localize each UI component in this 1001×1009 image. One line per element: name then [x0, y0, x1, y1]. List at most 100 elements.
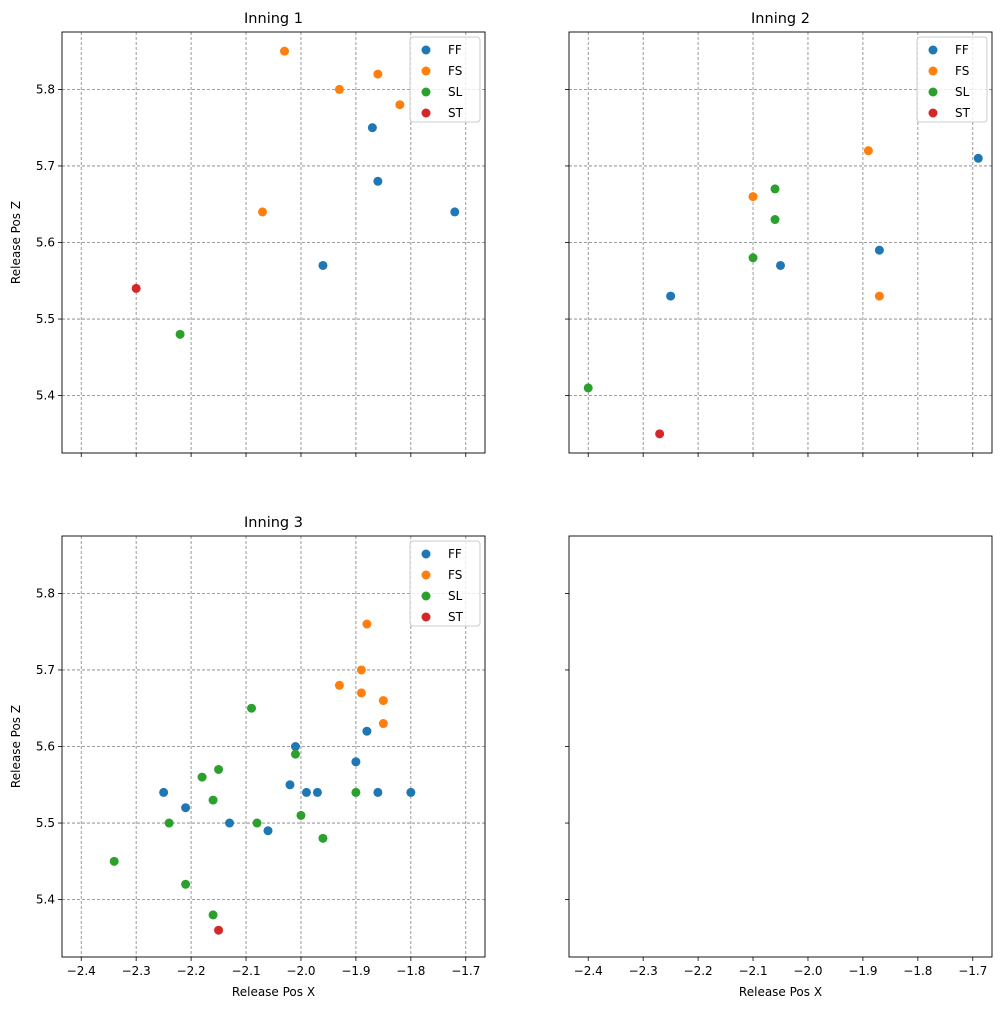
- y-tick-label: 5.7: [36, 159, 55, 173]
- data-point: [159, 787, 169, 797]
- legend-marker: [421, 570, 431, 580]
- subplot-title: Inning 2: [751, 11, 810, 27]
- subplot-title: Inning 3: [244, 515, 303, 531]
- legend-marker: [928, 45, 938, 55]
- legend-label: FS: [448, 568, 462, 582]
- data-point: [263, 826, 273, 836]
- x-axis-label: Release Pos X: [739, 985, 822, 999]
- legend-marker: [928, 66, 938, 76]
- x-tick-label: −1.8: [396, 964, 425, 978]
- data-point: [362, 619, 372, 629]
- y-tick-label: 5.5: [36, 312, 55, 326]
- legend-marker: [421, 549, 431, 559]
- x-tick-label: −1.9: [341, 964, 370, 978]
- legend-marker: [928, 87, 938, 97]
- data-point: [312, 787, 322, 797]
- y-tick-label: 5.6: [36, 236, 55, 250]
- data-point: [874, 245, 884, 255]
- x-tick-label: −2.3: [122, 964, 151, 978]
- legend-box: [409, 540, 481, 627]
- legend: FF FS SL ST: [916, 36, 988, 123]
- legend-marker: [421, 45, 431, 55]
- data-point: [225, 818, 235, 828]
- data-point: [770, 184, 780, 194]
- data-point: [258, 207, 268, 217]
- legend-marker: [421, 612, 431, 622]
- subplot-title: Inning 1: [244, 11, 303, 27]
- axes-frame: [61, 31, 486, 454]
- subplot-2: Inning 2 FF FS SL ST: [565, 11, 993, 457]
- data-point: [175, 329, 185, 339]
- data-point: [279, 46, 289, 56]
- legend-label: FF: [448, 43, 462, 57]
- data-point: [373, 69, 383, 79]
- series-FF: [666, 153, 983, 301]
- legend-label: FS: [448, 64, 462, 78]
- data-point: [285, 780, 295, 790]
- legend: FF FS SL ST: [409, 36, 481, 123]
- series-FS: [748, 146, 884, 301]
- data-point: [214, 925, 224, 935]
- y-tick-label: 5.8: [36, 82, 55, 96]
- data-point: [334, 680, 344, 690]
- subplots: 5.4 5.5 5.6 5.7 5.8 Inning 1 Release Pos Z FF FS…: [9, 11, 993, 999]
- data-point: [181, 803, 191, 813]
- data-point: [164, 818, 174, 828]
- series-ST: [655, 429, 665, 439]
- data-point: [351, 757, 361, 767]
- axes-frame: [61, 535, 486, 958]
- x-tick-label: −2.3: [629, 964, 658, 978]
- y-axis-label: Release Pos Z: [9, 201, 23, 284]
- y-tick-label: 5.4: [36, 389, 55, 403]
- legend-label: ST: [448, 106, 464, 120]
- series-ST: [214, 925, 224, 935]
- data-point: [373, 176, 383, 186]
- y-tick-label: 5.6: [36, 740, 55, 754]
- legend-label: FF: [448, 547, 462, 561]
- data-point: [109, 856, 119, 866]
- axes-frame: [568, 535, 993, 958]
- data-point: [973, 153, 983, 163]
- series-SL: [175, 329, 185, 339]
- data-point: [450, 207, 460, 217]
- series-FS: [258, 46, 405, 217]
- series-FS: [334, 619, 388, 729]
- data-point: [290, 749, 300, 759]
- data-point: [214, 764, 224, 774]
- legend-label: SL: [448, 85, 463, 99]
- x-axis-label: Release Pos X: [232, 985, 315, 999]
- x-tick-label: −1.7: [451, 964, 480, 978]
- legend-marker: [928, 108, 938, 118]
- legend-marker: [421, 66, 431, 76]
- legend-label: SL: [955, 85, 970, 99]
- x-tick-label: −2.0: [793, 964, 822, 978]
- data-point: [356, 688, 366, 698]
- series-FF: [318, 123, 460, 270]
- data-point: [181, 879, 191, 889]
- data-point: [318, 833, 328, 843]
- y-axis-label: Release Pos Z: [9, 705, 23, 788]
- data-point: [406, 787, 416, 797]
- data-point: [874, 291, 884, 301]
- data-point: [131, 283, 141, 293]
- axes-frame: [568, 31, 993, 454]
- data-point: [318, 260, 328, 270]
- data-point: [748, 253, 758, 263]
- data-point: [748, 192, 758, 202]
- legend-box: [409, 36, 481, 123]
- data-point: [373, 787, 383, 797]
- data-point: [301, 787, 311, 797]
- data-point: [208, 795, 218, 805]
- x-tick-label: −2.2: [684, 964, 713, 978]
- data-point: [395, 100, 405, 110]
- data-point: [776, 260, 785, 270]
- x-tick-label: −1.7: [958, 964, 987, 978]
- data-point: [378, 696, 388, 706]
- x-tick-label: −2.1: [231, 964, 260, 978]
- x-tick-label: −2.4: [67, 964, 96, 978]
- data-point: [290, 742, 300, 751]
- y-tick-label: 5.4: [36, 893, 55, 907]
- data-point: [367, 123, 377, 133]
- subplot-4: −2.4 −2.3 −2.2 −2.1 −2.0 −1.9 −1.8 −1.7 Release …: [565, 535, 993, 999]
